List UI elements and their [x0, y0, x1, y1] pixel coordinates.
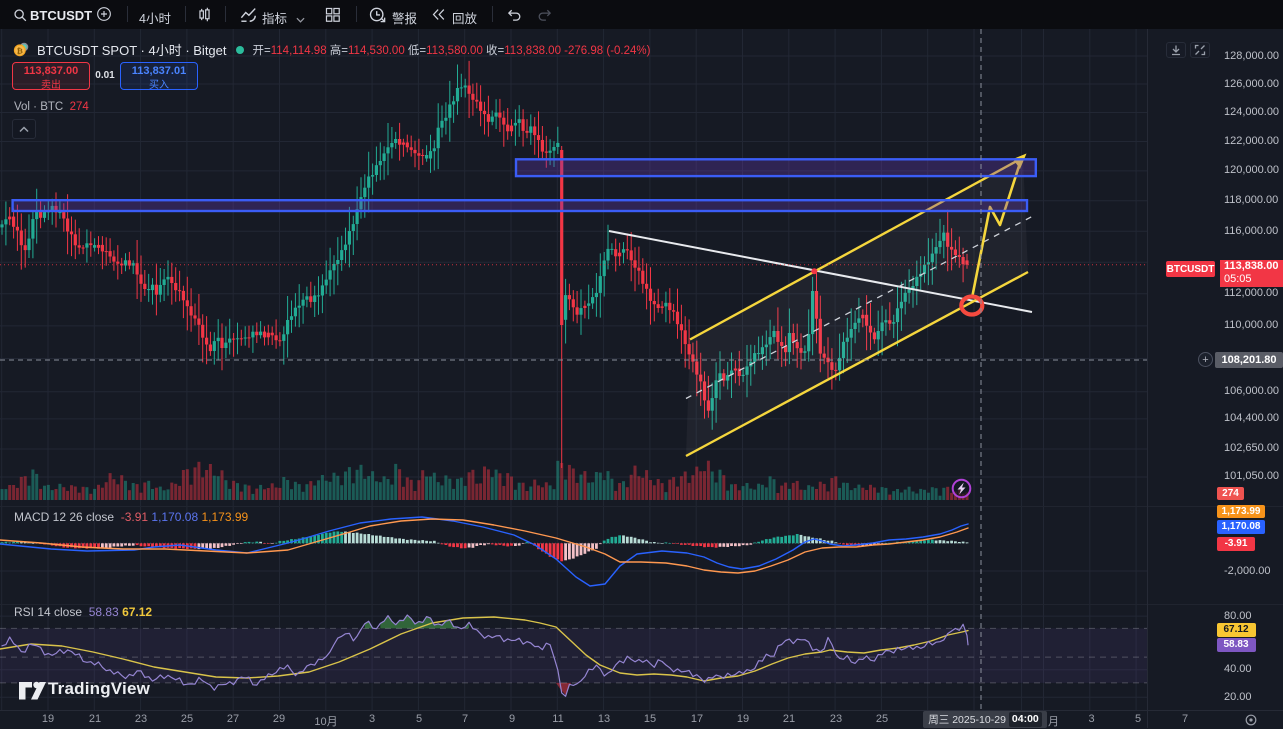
svg-text:₿: ₿	[17, 46, 23, 55]
